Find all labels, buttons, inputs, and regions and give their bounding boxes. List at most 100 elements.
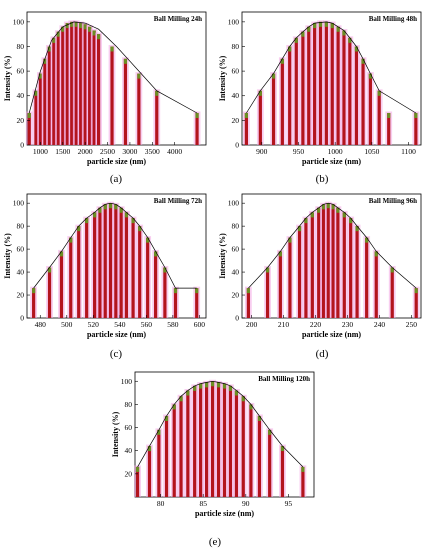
bar-tip bbox=[47, 46, 51, 52]
bar-body bbox=[43, 58, 47, 145]
bar-body bbox=[349, 218, 353, 318]
x-tick-label: 2500 bbox=[100, 147, 115, 156]
bar-body bbox=[103, 204, 107, 318]
bar bbox=[239, 394, 247, 497]
bar bbox=[329, 202, 337, 318]
bar-body bbox=[249, 404, 253, 497]
bar bbox=[366, 72, 374, 145]
bar bbox=[81, 22, 89, 145]
y-axis-title: Intensity (%) bbox=[218, 233, 227, 279]
bar-tip bbox=[172, 404, 176, 410]
bar-tip bbox=[336, 26, 340, 32]
bar-body bbox=[307, 26, 311, 145]
bar bbox=[30, 286, 38, 318]
bar-tip bbox=[56, 31, 60, 37]
y-tick-label: 40 bbox=[125, 446, 133, 455]
bar bbox=[123, 210, 130, 318]
bar bbox=[412, 111, 420, 145]
bar-body bbox=[294, 37, 298, 145]
bar-tip bbox=[268, 429, 272, 435]
bar-tip bbox=[146, 237, 150, 243]
x-axis-title: particle size (nm) bbox=[302, 330, 361, 339]
x-tick-label: 90 bbox=[242, 499, 250, 508]
bar-tip bbox=[321, 204, 326, 210]
bar-tip bbox=[186, 390, 190, 396]
bar-body bbox=[27, 112, 31, 145]
bar-tip bbox=[304, 218, 308, 224]
bar-body bbox=[157, 429, 161, 497]
bar-body bbox=[108, 203, 113, 318]
bar bbox=[144, 236, 152, 318]
bar bbox=[172, 286, 179, 318]
bar bbox=[170, 402, 178, 497]
y-tick-label: 20 bbox=[125, 469, 133, 478]
x-tick-label: 4000 bbox=[167, 147, 182, 156]
bar-body bbox=[186, 390, 190, 497]
bar-body bbox=[355, 226, 359, 318]
bar-tip bbox=[330, 23, 334, 29]
bar-body bbox=[77, 226, 81, 318]
bar-body bbox=[155, 90, 159, 145]
bar bbox=[215, 380, 222, 497]
bar bbox=[243, 111, 250, 145]
bar-body bbox=[56, 31, 60, 145]
bar bbox=[134, 465, 141, 497]
bar-body bbox=[414, 112, 418, 145]
bar bbox=[286, 236, 294, 318]
y-tick-label: 20 bbox=[17, 116, 25, 125]
bar bbox=[129, 216, 137, 318]
bar-tip bbox=[92, 30, 96, 36]
bar-body bbox=[210, 381, 215, 497]
bar-body bbox=[244, 112, 249, 145]
bar-tip bbox=[390, 267, 394, 273]
bar-body bbox=[47, 46, 51, 146]
bar-body bbox=[163, 267, 167, 318]
bar-tip bbox=[414, 112, 418, 118]
bar bbox=[155, 428, 163, 497]
bar-body bbox=[135, 466, 140, 497]
bar-tip bbox=[77, 226, 81, 232]
bar-body bbox=[246, 288, 250, 318]
bar-body bbox=[97, 34, 101, 145]
bar-body bbox=[310, 212, 314, 318]
bar-body bbox=[137, 73, 141, 145]
bar-tip bbox=[137, 73, 141, 79]
x-tick-label: 2000 bbox=[78, 147, 93, 156]
x-tick-label: 3000 bbox=[122, 147, 137, 156]
x-tick-label: 480 bbox=[35, 320, 47, 329]
y-tick-label: 60 bbox=[17, 67, 25, 76]
bar bbox=[193, 111, 201, 145]
bar-tip bbox=[138, 226, 142, 232]
bar bbox=[372, 249, 380, 318]
bar bbox=[112, 202, 120, 318]
bar-body bbox=[331, 204, 335, 318]
bar bbox=[122, 57, 129, 145]
distribution-curve bbox=[33, 202, 197, 289]
bar bbox=[46, 265, 53, 318]
bar bbox=[299, 30, 307, 145]
x-tick-label: 600 bbox=[194, 320, 206, 329]
chart-panel-d: 200 210 220 230 240 250 0 20 40 60 80 100 Ball Milli… bbox=[218, 193, 422, 360]
bar-tip bbox=[157, 429, 161, 435]
bar bbox=[184, 389, 192, 497]
bar-body bbox=[147, 446, 152, 497]
bar-tip bbox=[355, 226, 359, 232]
bar-tip bbox=[301, 466, 305, 472]
bar-body bbox=[93, 212, 97, 318]
bar bbox=[203, 380, 210, 497]
bar bbox=[67, 236, 75, 318]
bar bbox=[54, 30, 62, 145]
bar-body bbox=[164, 415, 169, 497]
bar bbox=[96, 206, 104, 318]
bar-body bbox=[241, 396, 245, 497]
bar-tip bbox=[52, 37, 56, 43]
bar-tip bbox=[222, 383, 227, 389]
chart-title: Ball Milling 120h bbox=[258, 375, 310, 383]
bar bbox=[197, 382, 205, 497]
bar-body bbox=[172, 404, 176, 497]
bar-tip bbox=[110, 46, 114, 52]
bar-body bbox=[98, 207, 102, 318]
bar-tip bbox=[361, 58, 365, 64]
bar bbox=[278, 57, 286, 145]
bar-body bbox=[52, 37, 56, 145]
